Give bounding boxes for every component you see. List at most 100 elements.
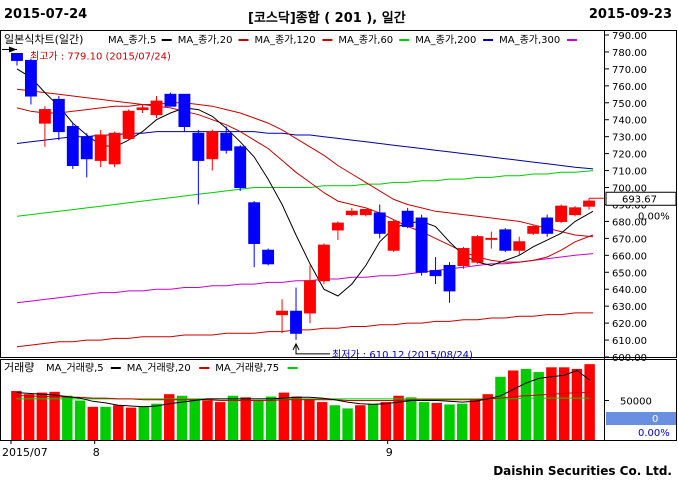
candle-body [150, 100, 163, 116]
low-marker-line [295, 343, 331, 355]
legend-item: MA_종가,60 [338, 34, 393, 46]
candle-body [485, 237, 498, 240]
volume-bar [482, 394, 493, 440]
y-tick-label: 740.00 [612, 116, 647, 127]
volume-last-box [606, 412, 676, 425]
price-panel-title: 일본식차트(일간) [4, 32, 83, 46]
volume-bar [444, 404, 455, 440]
candle-body [359, 209, 372, 216]
y-tick-label: 710.00 [612, 167, 647, 178]
candle-body [555, 205, 568, 222]
volume-bar [584, 364, 595, 440]
y-tick-label: 660.00 [612, 251, 647, 262]
candle-body [234, 146, 247, 189]
candle-body [331, 222, 344, 231]
y-tick-label: 680.00 [612, 217, 647, 228]
volume-bar [36, 392, 48, 440]
candle-body [192, 132, 205, 161]
volume-bar [100, 406, 111, 440]
volume-bar [406, 397, 417, 440]
candle-body [415, 217, 428, 273]
candle-body [527, 226, 540, 234]
volume-legend-item: MA_거래량,75 [215, 362, 279, 374]
candle-body [206, 131, 219, 160]
last-change-label: 0.00% [638, 211, 670, 222]
volume-bar [278, 392, 290, 440]
volume-bar [558, 367, 570, 440]
volume-bar [202, 400, 213, 440]
x-tick-label: 2015/07 [2, 446, 48, 459]
candle-body [24, 59, 37, 97]
volume-bar [316, 402, 328, 440]
candle-body [429, 270, 442, 277]
volume-bar [355, 405, 366, 440]
y-tick-label: 610.00 [612, 336, 647, 347]
volume-bar [87, 406, 99, 440]
volume-bar [265, 396, 277, 440]
start-date: 2015-07-24 [4, 7, 88, 22]
volume-bar [291, 396, 302, 440]
candle-body [443, 264, 456, 292]
candle-body [11, 52, 23, 61]
brand-label: Daishin Securities Co. Ltd. [493, 464, 672, 478]
volume-last-change: 0.00% [638, 428, 670, 439]
candle-body [290, 310, 302, 334]
candle-body [164, 93, 177, 107]
last-price-label: 693.67 [622, 194, 657, 205]
candle-body [513, 241, 526, 251]
header-bar: 2015-07-24 [코스닥]종합 ( 201 ), 일간 2015-09-2… [0, 0, 678, 30]
volume-bar [240, 397, 251, 440]
candle-body [499, 229, 512, 251]
candle-body [178, 93, 191, 128]
candle-body [80, 136, 93, 160]
volume-bar [495, 376, 506, 440]
volume-bar [469, 398, 481, 440]
volume-bar [11, 391, 22, 440]
candle-body [94, 134, 107, 161]
candle-body [122, 110, 135, 139]
candle-body [345, 210, 358, 216]
moving-average-ma60 [16, 170, 594, 217]
chart-title: [코스닥]종합 ( 201 ), 일간 [248, 11, 406, 26]
volume-bar [380, 402, 392, 440]
volume-y-tick-label: 50000 [620, 397, 652, 408]
x-tick-label: 9 [386, 446, 393, 459]
y-tick-label: 670.00 [612, 234, 647, 245]
volume-vol_ma5 [16, 369, 590, 408]
candle-body [541, 217, 554, 234]
candle-body [66, 126, 79, 166]
candle-body [38, 109, 51, 124]
y-tick-label: 640.00 [612, 285, 647, 296]
volume-bar [457, 403, 468, 440]
moving-average-ma20 [16, 88, 594, 263]
candle-body [304, 280, 316, 314]
volume-bar [431, 402, 442, 440]
last-price-box [605, 191, 677, 206]
volume-bar [546, 367, 557, 440]
footer: Daishin Securities Co. Ltd. [0, 462, 678, 484]
y-tick-label: 790.00 [612, 31, 647, 42]
y-tick-label: 750.00 [612, 99, 647, 110]
volume-bar [367, 403, 379, 440]
volume-bar [571, 368, 583, 440]
volume-bar [113, 405, 124, 440]
volume-bar [418, 402, 430, 440]
y-tick-label: 770.00 [612, 65, 647, 76]
volume-bar [62, 395, 73, 440]
high-annotation: 최고가 : 779.10 (2015/07/24) [30, 50, 171, 62]
price-panel-frame [0, 30, 677, 358]
volume-legend-item: MA_거래량,5 [46, 362, 104, 374]
y-tick-label: 600.00 [612, 353, 647, 364]
candle-body [220, 132, 233, 151]
volume-bar [49, 391, 60, 440]
volume-bar [533, 372, 544, 440]
legend-item: MA_종가,300 [499, 34, 560, 46]
volume-bar [342, 408, 353, 440]
x-tick-label: 8 [93, 446, 100, 459]
volume-bar [393, 395, 404, 440]
candle-body [457, 248, 470, 266]
volume-bar [214, 402, 226, 440]
y-tick-label: 630.00 [612, 302, 647, 313]
volume-bar [304, 398, 315, 440]
stock-chart[interactable]: 790.00 780.00 770.00 760.00 750.00 740.00 730.… [0, 0, 678, 462]
